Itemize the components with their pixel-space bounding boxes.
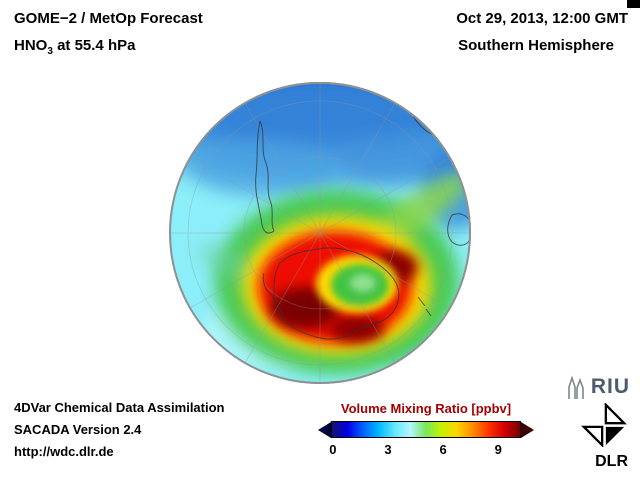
coastlines [255,94,471,340]
species-level-title: HNO3 at 55.4 hPa [14,37,203,57]
assimilation-label: 4DVar Chemical Data Assimilation [14,400,225,415]
colorbar-title: Volume Mixing Ratio [ppbv] [340,401,512,416]
globe-map [167,80,473,386]
version-label: SACADA Version 2.4 [14,422,142,437]
cathedral-icon [568,375,584,399]
graticule [169,82,471,384]
product-title: GOME−2 / MetOp Forecast [14,10,203,27]
dlr-emblem-icon [581,402,627,448]
header-right: Oct 29, 2013, 12:00 GMT Southern Hemisph… [456,10,628,54]
website-url: http://wdc.dlr.de [14,444,114,459]
footer-credits: 4DVar Chemical Data Assimilation SACADA … [14,397,225,463]
species-subscript: 3 [47,46,53,57]
dlr-logo-text: DLR [595,453,628,470]
tick-label-0: 0 [329,442,337,457]
species-name: HNO [14,37,48,54]
corner-marker [627,0,640,8]
hemisphere-globe [169,82,471,384]
colorbar-ticks: 0 3 6 9 [329,438,521,457]
datetime-label: Oct 29, 2013, 12:00 GMT [456,10,628,27]
pressure-level: at 55.4 hPa [52,37,136,54]
riu-logo: RIU [566,375,630,399]
colorbar-gradient [331,421,521,438]
colorbar-left-arrow [318,421,331,438]
colorbar: Volume Mixing Ratio [ppbv] 0 3 6 9 [318,401,534,457]
tick-label-3: 3 [384,442,392,457]
dlr-logo: DLR [578,402,630,471]
riu-logo-text: RIU [590,375,630,398]
colorbar-bar [318,421,534,438]
header-left: GOME−2 / MetOp Forecast HNO3 at 55.4 hPa [14,10,203,57]
colorbar-right-arrow [521,421,534,438]
hemisphere-label: Southern Hemisphere [458,37,614,54]
tick-label-6: 6 [439,442,447,457]
tick-label-9: 9 [494,442,502,457]
